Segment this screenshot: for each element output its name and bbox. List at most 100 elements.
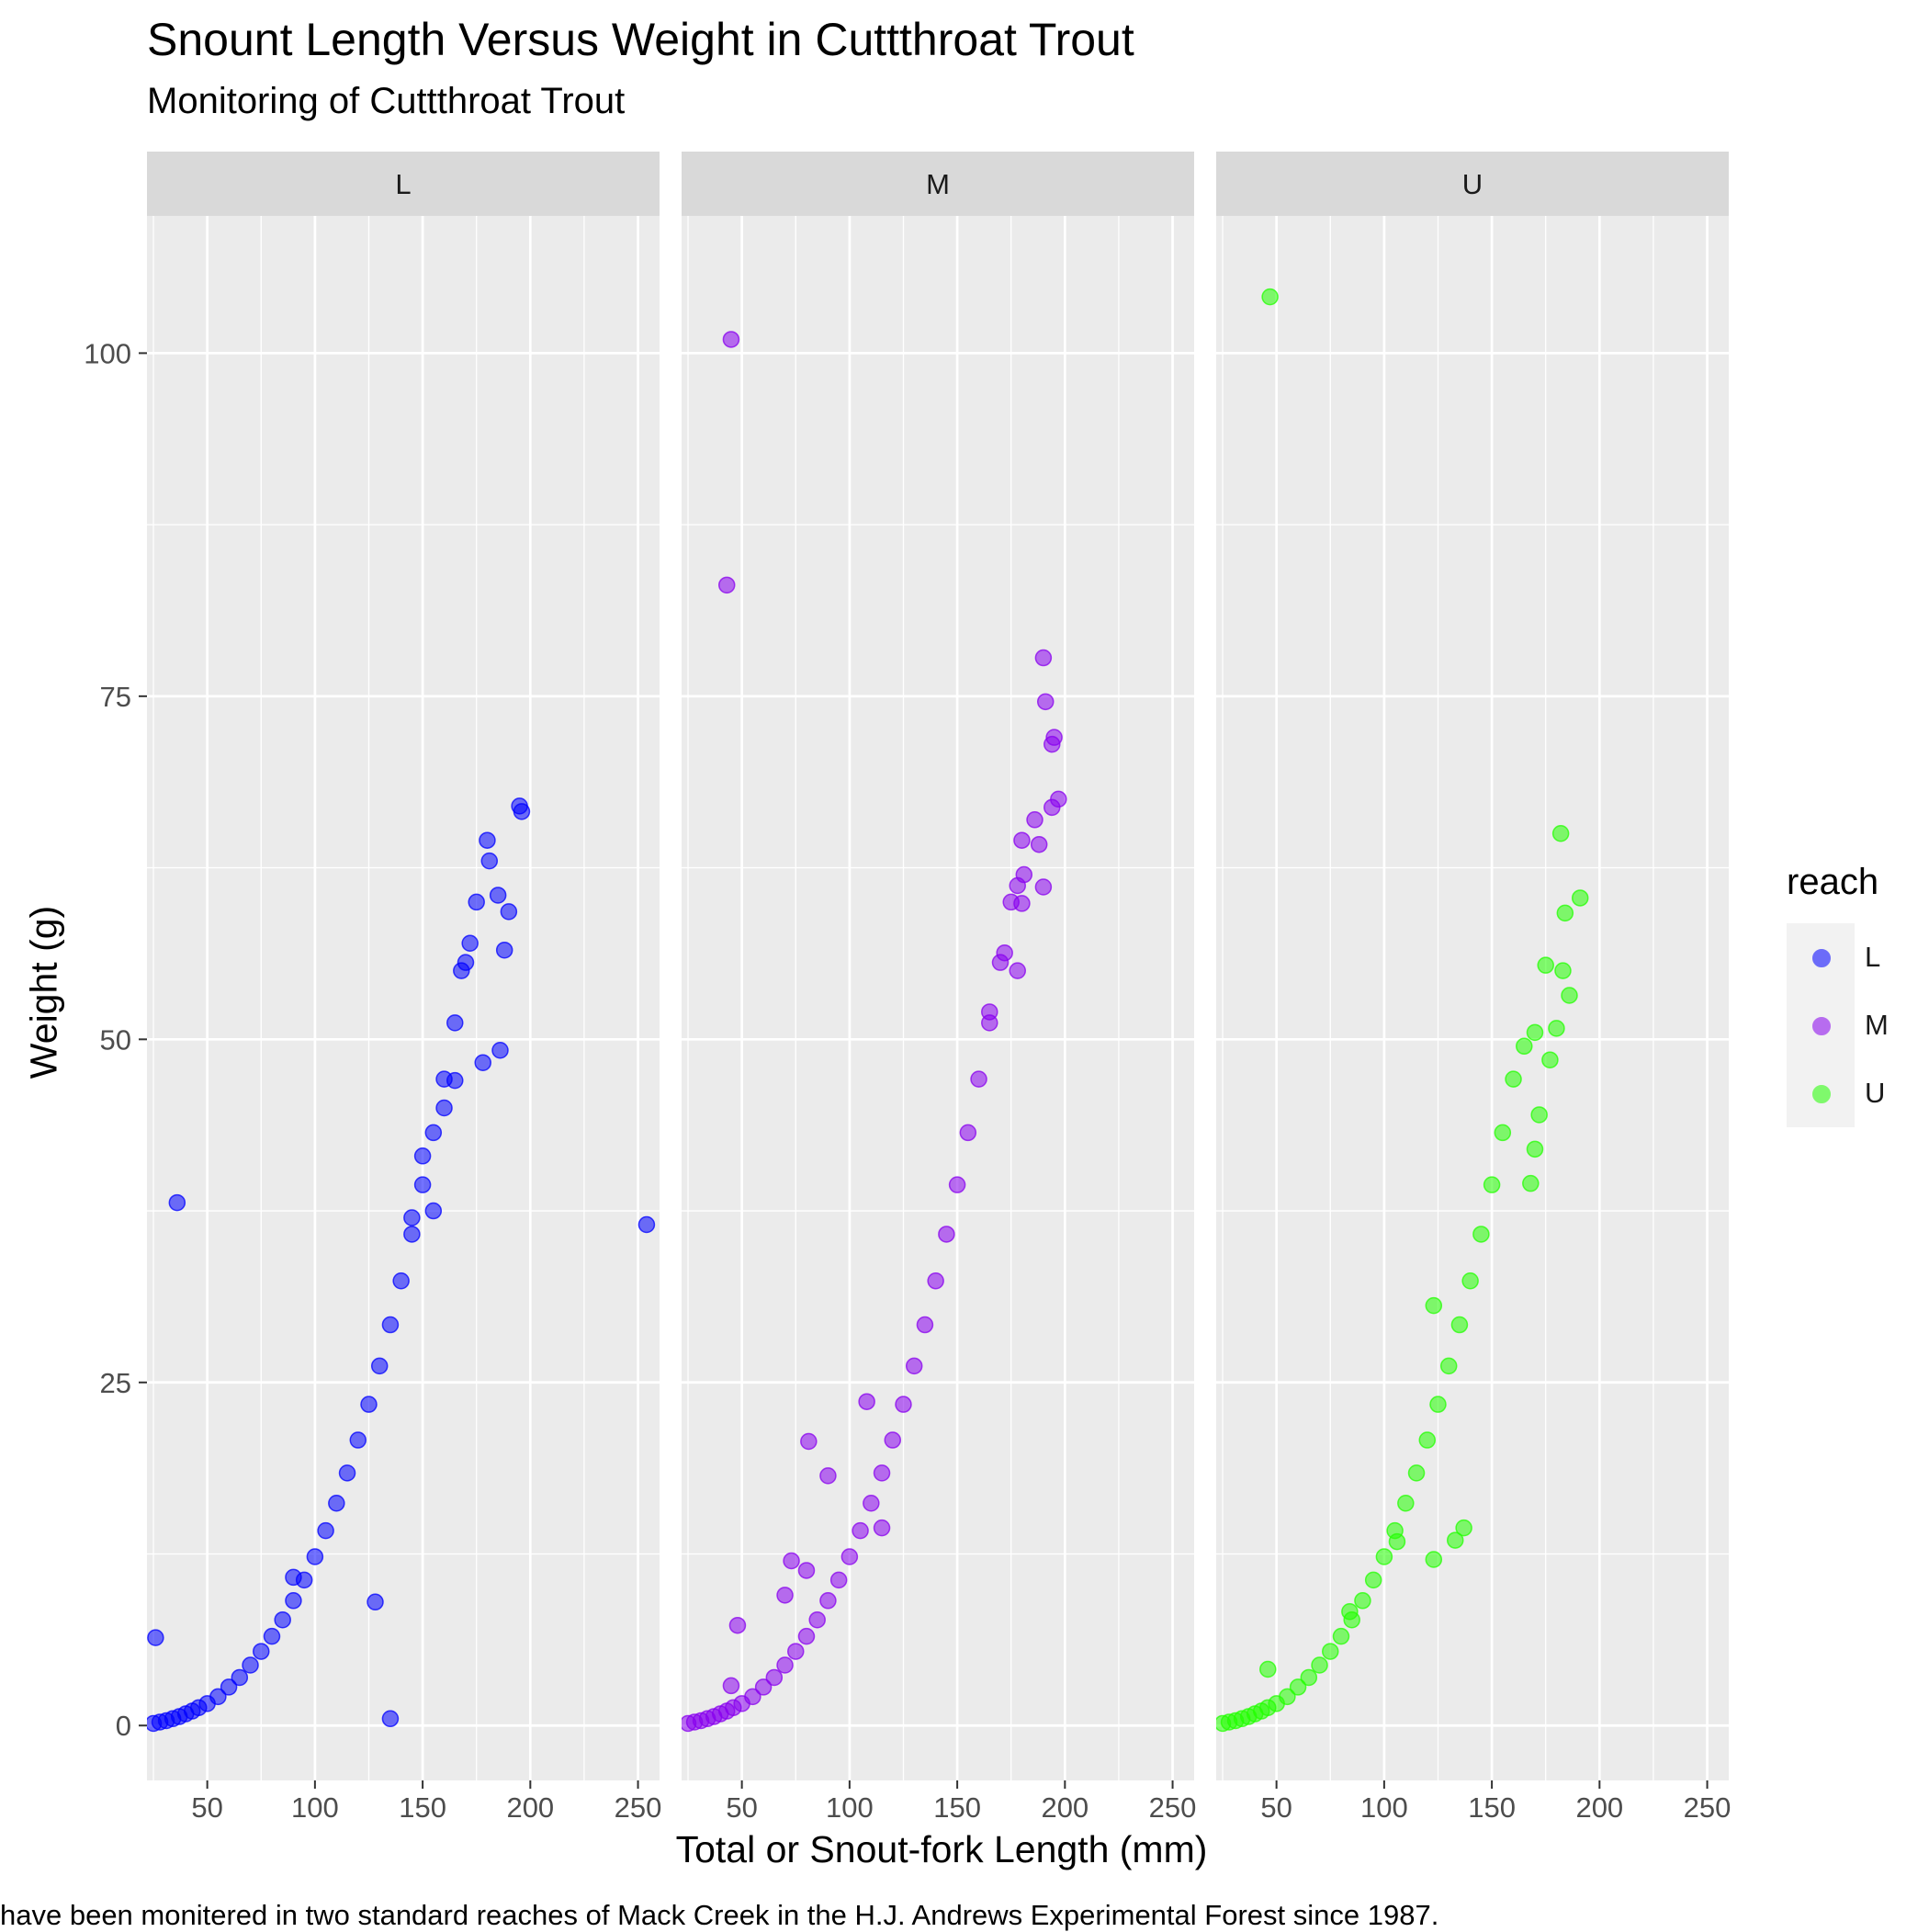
y-axis-label: Weight (g) [22,905,65,1079]
data-point [1472,1226,1490,1243]
data-point [916,1316,934,1334]
data-point [800,1432,818,1451]
data-point [446,1071,464,1090]
data-point [168,1193,186,1212]
facet-panel-l: L 50 100 150 200 250 [147,152,661,1824]
data-point [1455,1519,1472,1537]
data-point [858,1393,875,1410]
data-point [1279,1688,1296,1706]
x-tick-label: 100 [826,1791,874,1824]
data-point [424,1202,443,1220]
data-point [209,1688,227,1706]
data-point [996,943,1013,962]
data-point [253,1643,270,1660]
x-tick-label: 100 [1360,1791,1408,1824]
data-point [403,1209,421,1226]
data-point [1526,1023,1544,1042]
legend-key-u [1787,1059,1855,1127]
data-point [1397,1494,1415,1512]
gridlines [682,216,1194,1780]
data-point [1461,1271,1479,1290]
x-tick-label: 250 [1149,1791,1197,1824]
data-point [873,1519,891,1537]
x-tick-label: 150 [1468,1791,1516,1824]
data-point [1526,1140,1544,1158]
data-point [840,1548,859,1565]
gridlines [1216,216,1729,1780]
data-point [1571,889,1589,907]
legend-marker-u [1812,1085,1831,1103]
data-point [306,1548,324,1565]
data-point [1554,962,1572,979]
data-point [479,831,496,849]
data-point [413,1147,432,1165]
data-point [1551,824,1570,842]
data-point [808,1610,826,1629]
data-point [1429,1395,1447,1413]
data-point [1561,987,1578,1004]
data-point [1388,1532,1406,1551]
data-point [1530,1106,1548,1124]
data-point [722,331,740,348]
data-point [1261,288,1279,306]
data-point [446,1014,464,1032]
facet-strip-u [1216,152,1729,216]
data-point [468,893,485,911]
data-point [381,1710,400,1728]
data-point [1364,1571,1382,1589]
data-point [495,941,513,959]
chart-subtitle: Monitoring of Cuttthroat Trout [147,81,626,121]
legend-marker-m [1812,1017,1831,1035]
panel-background [1216,216,1729,1780]
chart-caption: have been monitered in two standard reac… [0,1899,1439,1931]
legend-label-u: U [1865,1077,1886,1109]
data-point [453,962,470,979]
data-point [461,934,479,952]
data-point [744,1688,761,1706]
data-point [1375,1548,1393,1565]
points-m [682,331,1067,1733]
data-point [927,1271,944,1290]
data-point [717,576,736,594]
data-point [1009,876,1026,895]
facet-panel-u: U 50 100 150 200 250 [1216,152,1731,1824]
data-point [1548,1020,1565,1037]
legend-label-m: M [1865,1009,1889,1041]
data-point [360,1395,378,1413]
data-point [797,1627,816,1645]
legend [1787,923,1855,1127]
data-point [905,1357,923,1375]
data-point [474,1054,491,1071]
x-tick-label: 200 [506,1791,554,1824]
facet-strip-m [682,152,1194,216]
chart-title: Snount Length Versus Weight in Cuttthroa… [147,14,1134,65]
data-point [328,1494,345,1512]
data-point [884,1431,902,1449]
x-tick-label: 150 [399,1791,446,1824]
data-point [938,1226,955,1243]
data-point [1026,811,1043,829]
data-point [819,1592,837,1610]
panel-background [682,216,1194,1780]
data-point [231,1668,249,1687]
data-point [948,1176,966,1193]
y-tick-label: 50 [100,1023,131,1056]
data-point [1407,1464,1426,1482]
data-point [1034,649,1053,667]
data-point [242,1656,259,1674]
y-tick-label: 25 [100,1367,131,1399]
x-tick-label: 50 [191,1791,222,1824]
points-l [147,797,656,1733]
data-point [274,1610,291,1629]
data-point [349,1431,367,1449]
data-point [513,803,531,820]
data-point [491,1042,509,1059]
data-point [413,1176,432,1193]
data-point [147,1629,164,1646]
data-point [754,1678,773,1696]
data-point [1425,1551,1443,1568]
data-point [1494,1124,1512,1142]
y-tick-label: 0 [116,1710,131,1742]
data-point [403,1226,421,1243]
